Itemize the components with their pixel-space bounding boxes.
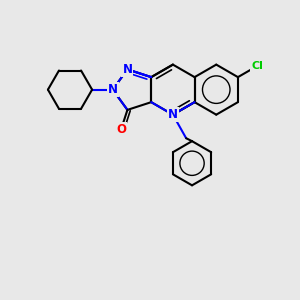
Text: Cl: Cl: [251, 61, 263, 71]
Text: O: O: [116, 123, 126, 136]
Text: N: N: [108, 83, 118, 96]
Text: O: O: [116, 123, 126, 136]
Text: N: N: [122, 63, 132, 76]
Text: Cl: Cl: [251, 61, 263, 71]
Text: N: N: [122, 63, 132, 76]
Text: N: N: [108, 83, 118, 96]
Text: N: N: [168, 108, 178, 121]
Text: N: N: [168, 108, 178, 121]
